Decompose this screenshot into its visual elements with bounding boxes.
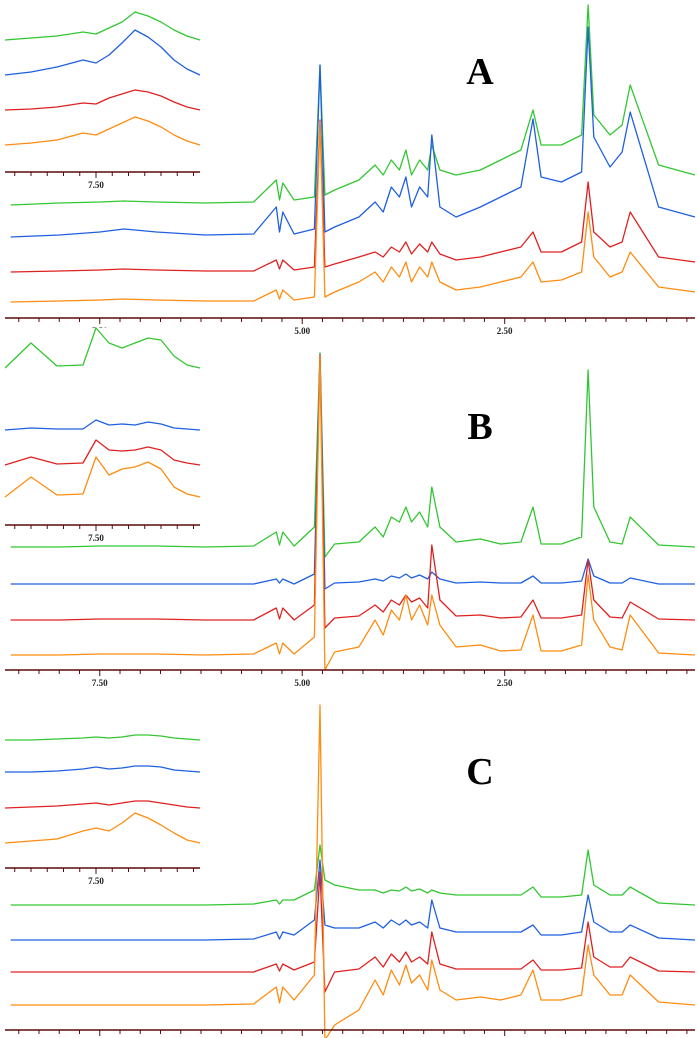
spectrum — [10, 119, 696, 273]
spectrum — [10, 859, 696, 941]
inset-background — [0, 700, 202, 878]
spectrum — [4, 812, 201, 844]
spectrum — [4, 116, 201, 146]
spectrum — [4, 29, 201, 76]
spectrum — [10, 352, 696, 558]
spectrum — [10, 354, 696, 671]
spectrum — [4, 439, 201, 466]
spectrum — [5, 734, 201, 741]
spectrum — [10, 353, 695, 590]
x-tick-label: 2.50 — [497, 678, 513, 688]
panel: 7.50 5.00 2.50 B — [5, 352, 696, 688]
x-tick-label: 2.50 — [497, 326, 513, 336]
inset-background — [0, 0, 202, 182]
x-tick-label: 5.00 — [294, 678, 310, 688]
spectrum — [4, 11, 201, 41]
panel-label: B — [467, 406, 492, 448]
panel-label: C — [466, 751, 493, 793]
spectrum — [10, 26, 696, 238]
inset: 7.50 — [0, 327, 202, 543]
spectrum — [4, 419, 201, 431]
spectrum — [10, 871, 696, 993]
inset-background — [0, 328, 202, 535]
x-tick-label: 7.50 — [88, 533, 104, 543]
inset: 7.50 — [0, 0, 202, 190]
panel-label: A — [466, 51, 494, 93]
x-tick-label: 7.50 — [92, 678, 108, 688]
x-tick-label: 7.50 — [88, 876, 104, 886]
spectrum — [10, 121, 696, 303]
spectrum — [5, 765, 201, 773]
spectrum — [10, 844, 696, 906]
spectrum — [4, 327, 201, 369]
spectrum — [10, 4, 696, 206]
spectrum — [4, 456, 201, 498]
x-tick-label: 5.00 — [294, 326, 310, 336]
spectrum — [4, 89, 201, 111]
spectrum — [4, 800, 201, 809]
inset: 7.50 — [0, 700, 202, 886]
panel: 7.505.002.50C — [5, 704, 696, 1038]
x-tick-label: 7.50 — [88, 180, 104, 190]
spectrum — [10, 704, 696, 1038]
panel: 7.50 5.00 2.50 A — [5, 4, 696, 336]
